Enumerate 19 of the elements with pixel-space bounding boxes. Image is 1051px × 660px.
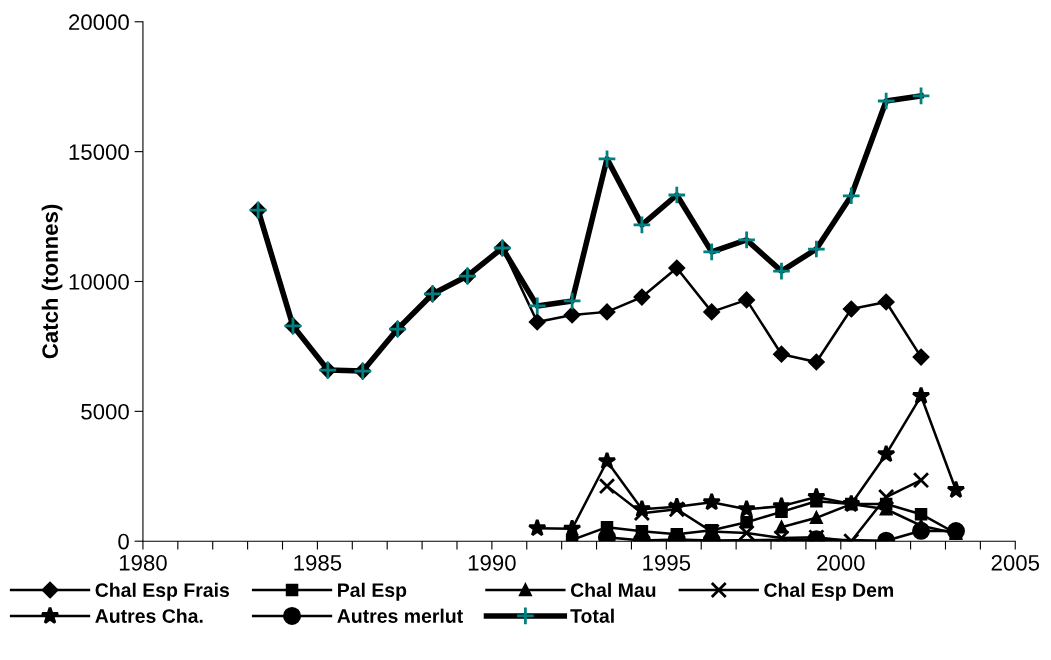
legend-label: Chal Esp Frais [95, 582, 230, 601]
y-tick-label: 0 [118, 533, 129, 550]
x-tick-label: 1985 [294, 554, 342, 571]
y-tick-label: 10000 [69, 274, 129, 290]
legend-label: Chal Mau [570, 582, 656, 598]
x-tick-label: 2000 [817, 554, 865, 571]
legend-label: Autres merlut [337, 608, 463, 623]
legend-label: Autres Cha. [95, 608, 203, 623]
x-tick-label: 1995 [643, 554, 691, 571]
legend-label: Chal Esp Dem [764, 582, 894, 601]
y-tick-label: 15000 [69, 144, 129, 160]
x-tick-label: 1980 [119, 554, 167, 571]
y-axis-title: Catch (tonnes) [41, 204, 63, 359]
y-tick-label: 5000 [81, 403, 129, 420]
x-tick-label: 2005 [991, 554, 1040, 571]
legend-label: Pal Esp [338, 582, 407, 601]
legend-label: Total [570, 608, 614, 623]
x-tick-label: 1990 [468, 554, 516, 571]
y-tick-label: 20000 [69, 14, 129, 31]
